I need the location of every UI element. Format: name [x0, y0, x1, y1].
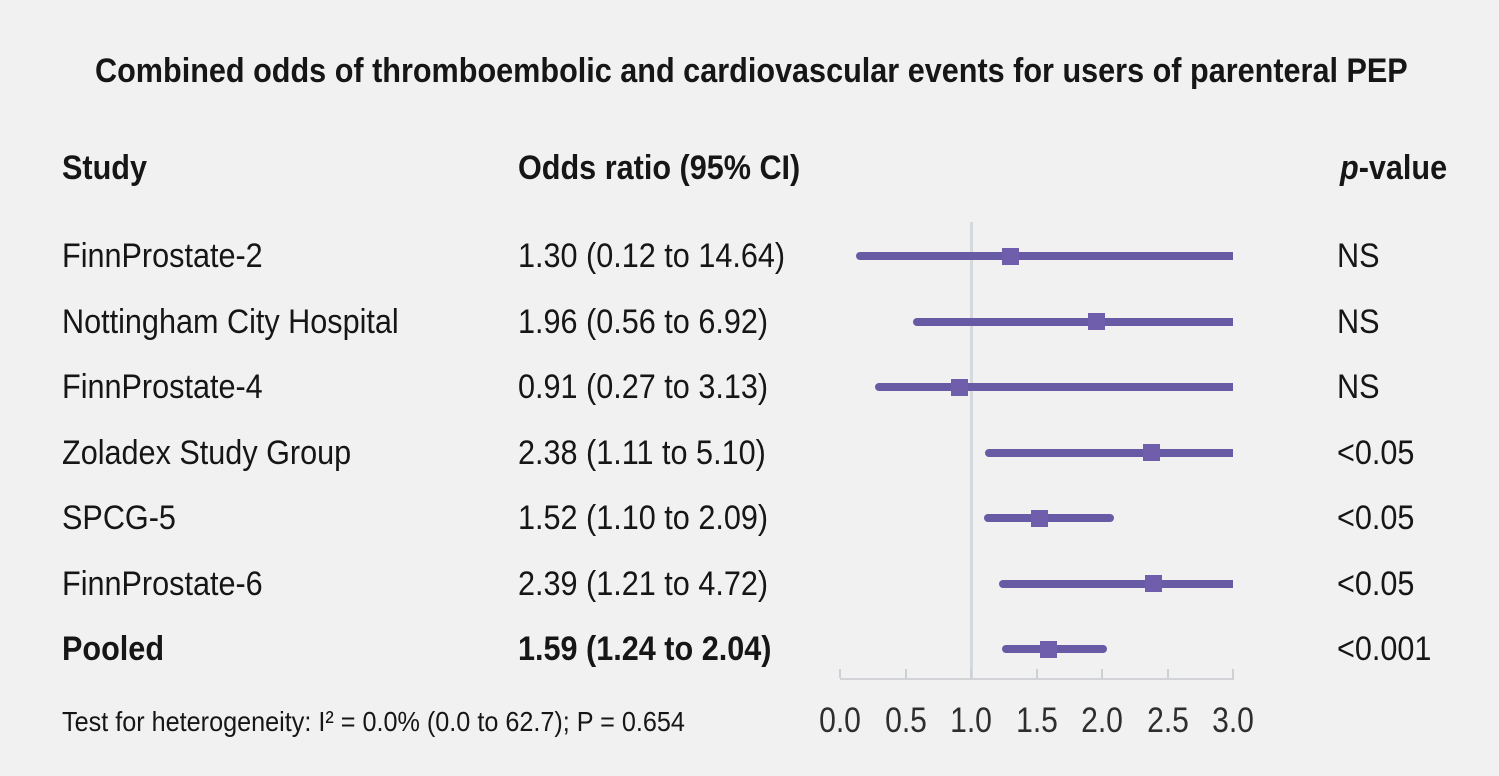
heterogeneity-footnote: Test for heterogeneity: I² = 0.0% (0.0 t… — [62, 706, 685, 737]
odds-ratio-marker — [1144, 575, 1162, 592]
x-axis-tick-label: 2.5 — [1146, 701, 1189, 740]
odds-ratio-marker — [1001, 247, 1019, 265]
x-axis-tick — [970, 669, 972, 678]
x-axis-tick-label: 0.5 — [884, 701, 927, 740]
study-label: FinnProstate-6 — [62, 564, 263, 603]
p-value-label: <0.05 — [1337, 433, 1415, 472]
p-value-header-italic-p: p — [1340, 149, 1359, 187]
x-axis-tick-label: 1.0 — [950, 701, 992, 740]
odds-ratio-marker — [1039, 640, 1057, 658]
x-axis-tick-label: 1.5 — [1015, 701, 1058, 740]
x-axis-tick — [1166, 669, 1169, 678]
x-axis-tick — [1232, 669, 1234, 678]
x-axis-line — [840, 678, 1234, 680]
column-header-odds-ratio: Odds ratio (95% CI) — [518, 149, 801, 187]
x-axis-tick-label: 3.0 — [1212, 701, 1254, 740]
study-label: SPCG-5 — [62, 499, 176, 537]
odds-ratio-marker — [950, 378, 968, 396]
x-axis-tick-label: 2.0 — [1081, 701, 1123, 740]
study-label: Zoladex Study Group — [62, 433, 352, 472]
x-axis-tick — [1101, 669, 1103, 678]
column-header-study: Study — [62, 149, 148, 187]
odds-ratio-marker — [1030, 509, 1048, 527]
odds-ratio-ci-label: 1.59 (1.24 to 2.04) — [518, 630, 772, 668]
p-value-header-rest: -value — [1358, 149, 1448, 187]
x-axis-tick-label: 0.0 — [819, 701, 861, 740]
odds-ratio-ci-label: 1.52 (1.10 to 2.09) — [518, 499, 769, 537]
p-value-label: NS — [1337, 368, 1380, 406]
odds-ratio-ci-label: 1.30 (0.12 to 14.64) — [518, 237, 786, 275]
confidence-interval-bar — [985, 448, 1233, 457]
study-label: Nottingham City Hospital — [62, 302, 399, 341]
study-label: Pooled — [62, 630, 165, 668]
reference-line-or-1 — [969, 222, 973, 680]
odds-ratio-marker — [1143, 444, 1161, 461]
x-axis-tick — [839, 669, 841, 678]
study-label: FinnProstate-2 — [62, 237, 263, 275]
p-value-label: <0.05 — [1337, 499, 1415, 537]
x-axis-tick — [904, 669, 907, 678]
odds-ratio-marker — [1088, 313, 1106, 330]
p-value-label: <0.05 — [1337, 564, 1415, 603]
study-label: FinnProstate-4 — [62, 368, 263, 406]
odds-ratio-ci-label: 2.38 (1.11 to 5.10) — [518, 433, 766, 472]
odds-ratio-ci-label: 1.96 (0.56 to 6.92) — [518, 302, 769, 341]
p-value-label: NS — [1337, 237, 1380, 275]
confidence-interval-bar — [984, 514, 1114, 522]
chart-title: Combined odds of thromboembolic and card… — [95, 52, 1408, 90]
confidence-interval-bar — [855, 252, 1233, 260]
odds-ratio-ci-label: 0.91 (0.27 to 3.13) — [518, 368, 769, 406]
confidence-interval-bar — [998, 579, 1233, 588]
confidence-interval-bar — [875, 383, 1233, 391]
confidence-interval-bar — [913, 317, 1233, 326]
p-value-label: NS — [1337, 302, 1380, 341]
odds-ratio-ci-label: 2.39 (1.21 to 4.72) — [518, 564, 769, 603]
x-axis-tick — [1035, 669, 1038, 678]
p-value-label: <0.001 — [1337, 630, 1432, 668]
column-header-p-value: p-value — [1340, 144, 1447, 192]
